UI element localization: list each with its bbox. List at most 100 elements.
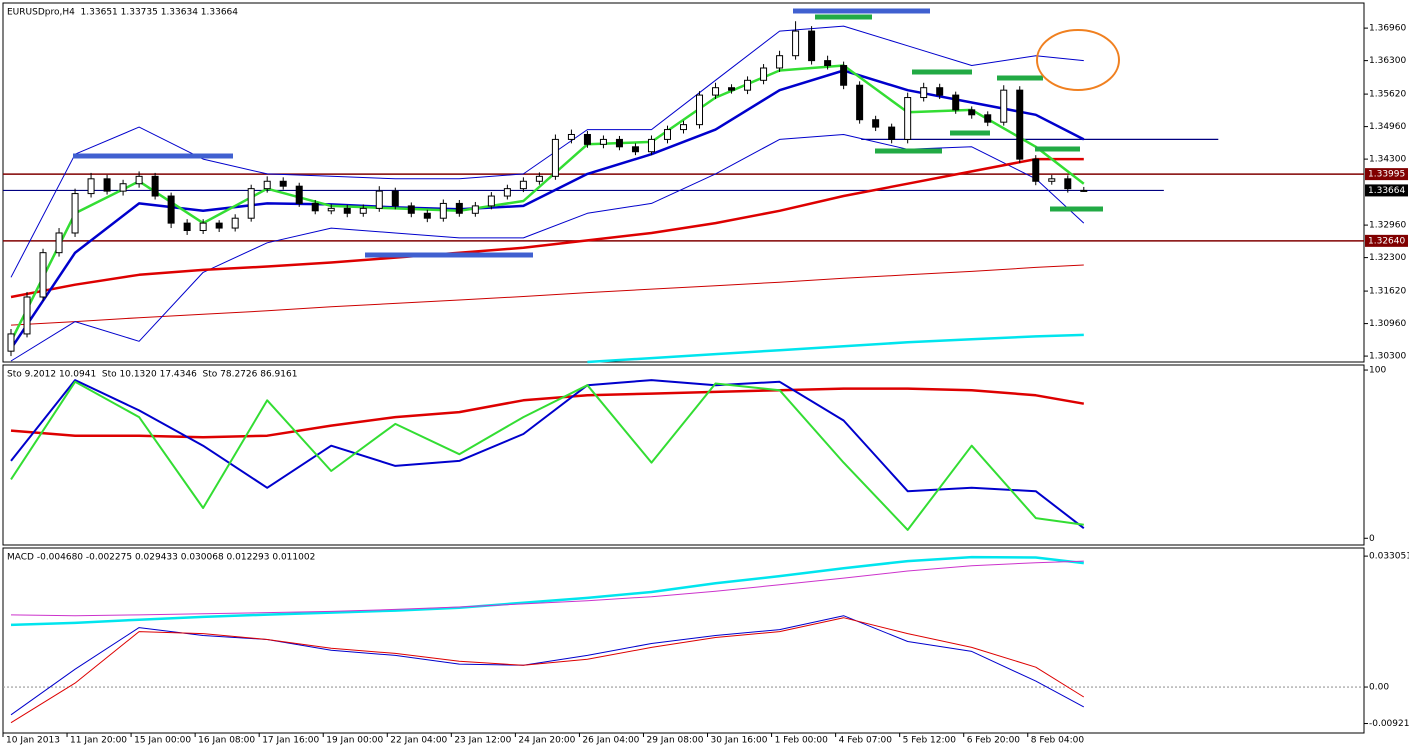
y-tick-label: 0.00 xyxy=(1369,683,1389,693)
y-tick-label: 1.31620 xyxy=(1369,287,1406,297)
candle-body xyxy=(151,175,159,197)
x-tick-label: 19 Jan 00:00 xyxy=(326,736,383,746)
x-tick-label: 11 Jan 20:00 xyxy=(70,736,127,746)
price-label: 1.33664 xyxy=(1368,186,1405,196)
candle-body xyxy=(840,65,848,86)
annotations xyxy=(73,8,1120,258)
candle-body xyxy=(215,222,223,229)
candle-body xyxy=(984,114,992,123)
candle-body xyxy=(760,67,768,81)
candle-body xyxy=(631,146,639,153)
y-tick-label: 100 xyxy=(1369,366,1386,376)
y-tick-label: 1.36960 xyxy=(1369,24,1406,34)
indicator-line xyxy=(10,157,1084,299)
candle-body xyxy=(792,30,800,57)
candle-body xyxy=(744,79,752,91)
y-tick-label: 1.34300 xyxy=(1369,155,1406,165)
y-tick-label: -0.00921 xyxy=(1369,719,1409,729)
y-tick-label: 1.32300 xyxy=(1369,253,1406,263)
candle-body xyxy=(952,94,960,111)
indicator-line xyxy=(10,615,1085,716)
panel: 1.36960 1.36300 1.35620 1.34960 1.34300 1.329… xyxy=(2,2,1408,364)
candle-body xyxy=(135,175,143,185)
candle-body xyxy=(1032,158,1040,182)
candle-body xyxy=(519,180,527,190)
candle-body xyxy=(647,138,655,153)
candle-body xyxy=(936,87,944,96)
candle-body xyxy=(663,129,671,140)
panel-title: EURUSDpro,H4 1.33651 1.33735 1.33634 1.3… xyxy=(7,8,238,18)
candle-body xyxy=(87,178,95,195)
panel-frame xyxy=(2,547,1365,734)
candle-body xyxy=(968,109,976,116)
y-tick-label: 1.32960 xyxy=(1369,221,1406,231)
x-tick-label: 22 Jan 04:00 xyxy=(390,736,447,746)
panel-title: MACD -0.004680 -0.002275 0.029433 0.0300… xyxy=(7,553,315,563)
panel-frame xyxy=(2,2,1365,363)
candle-body xyxy=(359,207,367,214)
panel-frame xyxy=(2,364,1365,546)
y-tick-label: 1.35620 xyxy=(1369,90,1406,100)
y-tick-label: 1.30960 xyxy=(1369,319,1406,329)
candle-body xyxy=(567,133,575,140)
candle-body xyxy=(776,55,784,69)
candle-body xyxy=(71,193,79,234)
candle-body xyxy=(904,97,912,140)
candle-body xyxy=(231,217,239,229)
x-tick-label: 16 Jan 08:00 xyxy=(198,736,255,746)
price-label-bg xyxy=(1365,168,1408,181)
x-tick-label: 24 Jan 20:00 xyxy=(518,736,575,746)
candle-body xyxy=(55,232,63,254)
highlight-circle xyxy=(1036,29,1120,91)
candle-body xyxy=(1048,178,1056,182)
y-tick-label: 1.34960 xyxy=(1369,122,1406,132)
y-tick-label: 1.30300 xyxy=(1369,352,1406,362)
candle-body xyxy=(423,212,431,219)
candle-body xyxy=(888,126,896,140)
candle-body xyxy=(712,87,720,96)
candle-body xyxy=(455,202,463,214)
candle-body xyxy=(872,119,880,128)
x-tick-label: 17 Jan 16:00 xyxy=(262,736,319,746)
indicator-line xyxy=(10,379,1085,529)
candle-body xyxy=(808,30,816,62)
x-tick-label: 26 Jan 04:00 xyxy=(582,736,639,746)
candle-body xyxy=(920,87,928,99)
candle-body xyxy=(696,94,704,126)
x-tick-label: 1 Feb 00:00 xyxy=(775,736,829,746)
candle-body xyxy=(199,222,207,232)
candle-body xyxy=(103,178,111,192)
panel: 0.033051 0.00 -0.00921 MACD -0.004680 -0.00… xyxy=(2,547,1409,746)
candle-body xyxy=(247,188,255,219)
candle-body xyxy=(183,222,191,232)
candle-body xyxy=(615,138,623,148)
price-label-bg xyxy=(1365,234,1408,247)
candle-body xyxy=(1000,89,1008,123)
candle-body xyxy=(343,207,351,214)
x-tick-label: 8 Feb 04:00 xyxy=(1031,736,1085,746)
candle-body xyxy=(439,202,447,219)
candle-body xyxy=(599,138,607,145)
candle-body xyxy=(535,175,543,182)
candle-body xyxy=(23,296,31,335)
candle-body xyxy=(728,87,736,91)
panel: 100 0 Sto 9.2012 10.0941 Sto 10.1320 17.43… xyxy=(2,364,1386,546)
indicator-line xyxy=(10,560,1084,617)
candle-body xyxy=(1064,178,1072,190)
candle-body xyxy=(487,195,495,207)
candle-body xyxy=(1080,189,1088,192)
x-tick-label: 29 Jan 08:00 xyxy=(646,736,703,746)
x-tick-label: 15 Jan 00:00 xyxy=(134,736,191,746)
price-label: 1.32640 xyxy=(1368,236,1405,246)
candle-body xyxy=(471,205,479,214)
candle-body xyxy=(407,205,415,214)
x-tick-label: 6 Feb 20:00 xyxy=(967,736,1021,746)
candle-body xyxy=(856,84,864,121)
x-tick-label: 23 Jan 12:00 xyxy=(454,736,511,746)
y-tick-label: 0.033051 xyxy=(1369,552,1409,562)
candle-body xyxy=(503,188,511,197)
x-tick-label: 4 Feb 07:00 xyxy=(839,736,893,746)
candle-body xyxy=(375,190,383,209)
panel-title: Sto 9.2012 10.0941 Sto 10.1320 17.4346 S… xyxy=(7,370,297,380)
